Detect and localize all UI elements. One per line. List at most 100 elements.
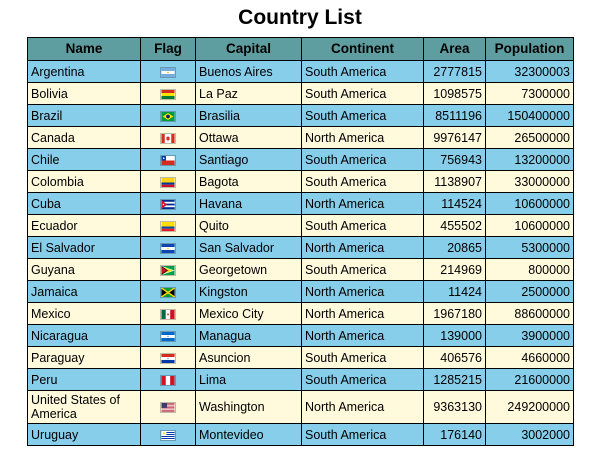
area-cell: 20865 [423, 236, 486, 259]
area-cell: 139000 [423, 324, 486, 347]
table-row: Mexico Mexico City North America 1967180 886… [27, 302, 574, 325]
table-row: Ecuador Quito South America 455502 10600000 [27, 214, 574, 237]
column-header-flag: Flag [140, 37, 196, 61]
continent-cell: South America [301, 170, 424, 193]
name-cell: Bolivia [27, 82, 141, 105]
table-row: Uruguay Montevideo South America 176140 3002… [27, 423, 574, 446]
population-cell: 10600000 [485, 214, 574, 237]
population-cell: 3900000 [485, 324, 574, 347]
area-cell: 9363130 [423, 390, 486, 424]
population-cell: 10600000 [485, 192, 574, 215]
table-row: Guyana Georgetown South America 214969 80000… [27, 258, 574, 281]
flag-cell [140, 390, 196, 424]
population-cell: 21600000 [485, 368, 574, 391]
table-row: El Salvador San Salvador North America 2086… [27, 236, 574, 259]
capital-cell: Washington [195, 390, 302, 424]
continent-cell: South America [301, 368, 424, 391]
population-cell: 800000 [485, 258, 574, 281]
area-cell: 1285215 [423, 368, 486, 391]
el-salvador-flag-icon [160, 242, 176, 254]
table-row: Brazil Brasilia South America 8511196 150400… [27, 104, 574, 127]
flag-cell [140, 214, 196, 237]
area-cell: 1098575 [423, 82, 486, 105]
flag-cell [140, 236, 196, 259]
name-cell: Jamaica [27, 280, 141, 303]
capital-cell: Mexico City [195, 302, 302, 325]
table-row: Peru Lima South America 1285215 21600000 [27, 368, 574, 391]
table-row: Jamaica Kingston North America 11424 2500000 [27, 280, 574, 303]
capital-cell: Asuncion [195, 346, 302, 369]
column-header-continent: Continent [301, 37, 424, 61]
capital-cell: La Paz [195, 82, 302, 105]
population-cell: 5300000 [485, 236, 574, 259]
flag-cell [140, 368, 196, 391]
table-row: Paraguay Asuncion South America 406576 46600… [27, 346, 574, 369]
capital-cell: Havana [195, 192, 302, 215]
capital-cell: Ottawa [195, 126, 302, 149]
continent-cell: North America [301, 280, 424, 303]
area-cell: 1967180 [423, 302, 486, 325]
table-row: Cuba Havana North America 114524 10600000 [27, 192, 574, 215]
guyana-flag-icon [160, 264, 176, 276]
area-cell: 455502 [423, 214, 486, 237]
table-row: Bolivia La Paz South America 1098575 7300000 [27, 82, 574, 105]
area-cell: 2777815 [423, 60, 486, 83]
capital-cell: Brasilia [195, 104, 302, 127]
area-cell: 11424 [423, 280, 486, 303]
flag-cell [140, 60, 196, 83]
capital-cell: Quito [195, 214, 302, 237]
name-cell: Brazil [27, 104, 141, 127]
flag-cell [140, 126, 196, 149]
continent-cell: North America [301, 192, 424, 215]
flag-cell [140, 192, 196, 215]
column-header-capital: Capital [195, 37, 302, 61]
area-cell: 9976147 [423, 126, 486, 149]
uruguay-flag-icon [160, 429, 176, 441]
population-cell: 32300003 [485, 60, 574, 83]
flag-cell [140, 148, 196, 171]
area-cell: 214969 [423, 258, 486, 281]
continent-cell: South America [301, 82, 424, 105]
cuba-flag-icon [160, 198, 176, 210]
continent-cell: South America [301, 423, 424, 446]
usa-flag-icon [160, 402, 176, 414]
population-cell: 3002000 [485, 423, 574, 446]
continent-cell: South America [301, 148, 424, 171]
argentina-flag-icon [160, 66, 176, 78]
capital-cell: Managua [195, 324, 302, 347]
continent-cell: South America [301, 214, 424, 237]
column-header-population: Population [485, 37, 574, 61]
brazil-flag-icon [160, 110, 176, 122]
continent-cell: South America [301, 60, 424, 83]
capital-cell: San Salvador [195, 236, 302, 259]
population-cell: 26500000 [485, 126, 574, 149]
capital-cell: Buenos Aires [195, 60, 302, 83]
population-cell: 88600000 [485, 302, 574, 325]
peru-flag-icon [160, 374, 176, 386]
flag-cell [140, 324, 196, 347]
flag-cell [140, 170, 196, 193]
capital-cell: Bagota [195, 170, 302, 193]
country-table: Name Flag Capital Continent Area Populat… [27, 37, 574, 446]
capital-cell: Kingston [195, 280, 302, 303]
name-cell: Nicaragua [27, 324, 141, 347]
area-cell: 176140 [423, 423, 486, 446]
flag-cell [140, 258, 196, 281]
table-row: Argentina Buenos Aires South America 277781… [27, 60, 574, 83]
population-cell: 249200000 [485, 390, 574, 424]
ecuador-flag-icon [160, 220, 176, 232]
name-cell: Peru [27, 368, 141, 391]
name-cell: Ecuador [27, 214, 141, 237]
column-header-name: Name [27, 37, 141, 61]
bolivia-flag-icon [160, 88, 176, 100]
name-cell: El Salvador [27, 236, 141, 259]
capital-cell: Lima [195, 368, 302, 391]
name-cell: Uruguay [27, 423, 141, 446]
table-row: Nicaragua Managua North America 139000 39000… [27, 324, 574, 347]
table-row: Chile Santiago South America 756943 13200000 [27, 148, 574, 171]
nicaragua-flag-icon [160, 330, 176, 342]
flag-cell [140, 82, 196, 105]
population-cell: 150400000 [485, 104, 574, 127]
table-row: Colombia Bagota South America 1138907 330000… [27, 170, 574, 193]
